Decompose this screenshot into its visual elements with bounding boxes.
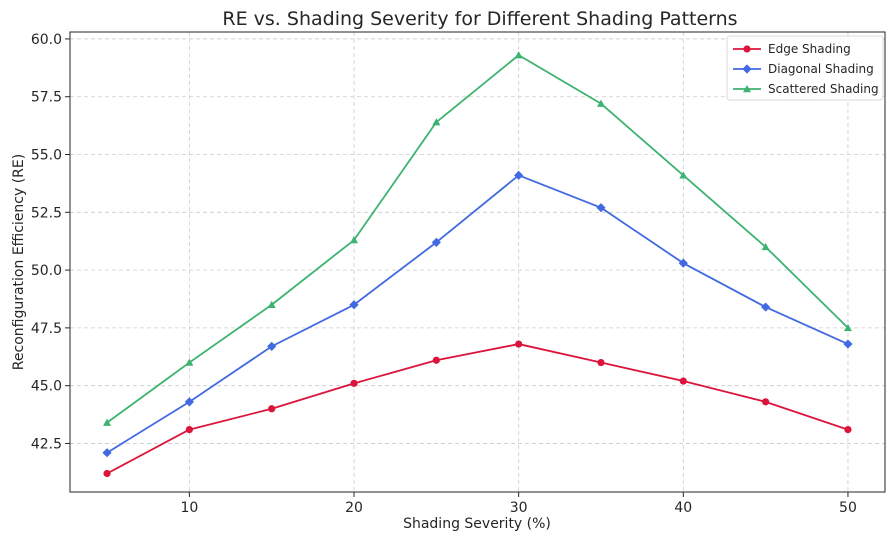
legend: Edge Shading Diagonal Shading Scattered Sh…: [726, 35, 884, 101]
series-line: [106, 174, 849, 454]
legend-label: Edge Shading: [768, 42, 851, 56]
data-point: [596, 203, 606, 213]
data-point: [432, 118, 441, 126]
y-tick-label: 42.5: [31, 436, 62, 452]
legend-swatch-marker: [743, 45, 751, 53]
y-tick-label: 55.0: [31, 148, 62, 164]
x-axis-label: Shading Severity (%): [403, 516, 551, 532]
data-point: [515, 340, 523, 348]
legend-item: Edge Shading: [733, 42, 851, 56]
x-tick-label: 20: [345, 500, 363, 516]
data-point: [678, 258, 688, 268]
data-point: [596, 99, 605, 107]
x-tick-label: 50: [839, 500, 857, 516]
legend-item: Scattered Shading: [733, 82, 879, 96]
data-point: [844, 425, 852, 434]
data-point: [350, 236, 359, 244]
series-line: [106, 54, 849, 424]
y-tick-label: 45.0: [31, 379, 62, 395]
legend-label: Diagonal Shading: [768, 62, 874, 76]
x-tick-label: 10: [180, 500, 198, 516]
data-point: [431, 237, 441, 247]
x-tick-label: 40: [674, 500, 692, 516]
data-point: [514, 170, 524, 180]
y-tick-label: 47.5: [31, 321, 62, 337]
legend-swatch-marker: [742, 64, 752, 74]
data-point: [761, 242, 770, 251]
data-point: [843, 339, 853, 349]
data-point: [679, 377, 687, 385]
y-tick-label: 52.5: [31, 205, 62, 221]
data-point: [349, 300, 359, 310]
data-point: [597, 358, 605, 367]
series-line: [106, 343, 849, 475]
data-point: [103, 469, 111, 478]
y-tick-label: 60.0: [31, 32, 62, 48]
data-point: [762, 398, 770, 406]
data-point: [103, 418, 112, 426]
data-point: [102, 448, 112, 458]
series-layer: [102, 51, 853, 478]
chart-title: RE vs. Shading Severity for Different Sh…: [222, 8, 737, 30]
data-point: [843, 323, 852, 332]
legend-item: Diagonal Shading: [733, 62, 874, 76]
y-tick-label: 50.0: [31, 263, 62, 279]
data-point: [514, 51, 523, 59]
axis-ticks: 10 20 30 40 50 42.5 45.0 47.5 50.0 52.5 55.0 57.5 60…: [31, 32, 857, 516]
series-1: [103, 340, 852, 478]
data-point: [185, 358, 194, 366]
data-point: [761, 302, 771, 312]
series-3: [103, 51, 852, 426]
y-tick-label: 57.5: [31, 90, 62, 106]
x-tick-label: 30: [510, 500, 528, 516]
data-point: [267, 341, 277, 351]
legend-box: [726, 35, 884, 101]
legend-swatch-marker: [743, 85, 751, 93]
data-point: [268, 405, 276, 413]
data-point: [267, 300, 276, 308]
series-2: [102, 170, 853, 458]
plot-area-frame: [69, 31, 886, 493]
data-point: [184, 397, 194, 407]
legend-label: Scattered Shading: [768, 82, 879, 96]
data-point: [679, 171, 688, 179]
data-point: [432, 356, 440, 364]
y-axis-label: Reconfiguration Efficiency (RE): [11, 154, 27, 370]
grid-lines: [70, 32, 885, 492]
data-point: [350, 379, 358, 387]
data-point: [185, 425, 193, 434]
